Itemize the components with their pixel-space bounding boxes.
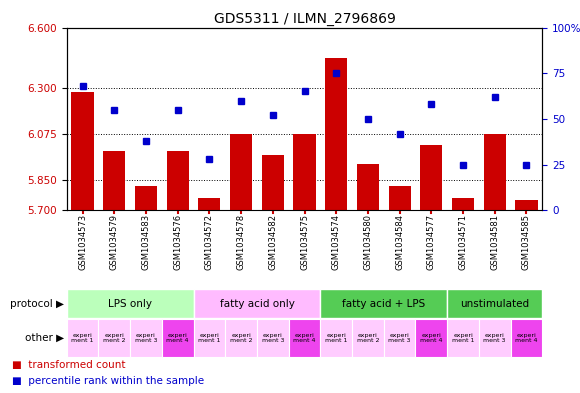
Bar bbox=[293, 134, 316, 210]
Text: GSM1034579: GSM1034579 bbox=[110, 214, 119, 270]
Text: experi
ment 1: experi ment 1 bbox=[325, 332, 347, 343]
Bar bbox=[516, 200, 538, 210]
Bar bbox=[194, 289, 320, 318]
Bar bbox=[452, 198, 474, 210]
Text: GSM1034574: GSM1034574 bbox=[332, 214, 340, 270]
Bar bbox=[325, 58, 347, 210]
Text: GSM1034581: GSM1034581 bbox=[490, 214, 499, 270]
Bar bbox=[510, 319, 542, 357]
Bar bbox=[257, 319, 289, 357]
Bar bbox=[415, 319, 447, 357]
Text: GSM1034571: GSM1034571 bbox=[459, 214, 467, 270]
Text: ■  percentile rank within the sample: ■ percentile rank within the sample bbox=[12, 376, 204, 386]
Bar bbox=[198, 198, 220, 210]
Text: experi
ment 2: experi ment 2 bbox=[103, 332, 125, 343]
Bar bbox=[103, 151, 125, 210]
Text: experi
ment 2: experi ment 2 bbox=[230, 332, 252, 343]
Text: experi
ment 1: experi ment 1 bbox=[198, 332, 220, 343]
Bar bbox=[67, 289, 194, 318]
Bar bbox=[67, 319, 99, 357]
Bar bbox=[384, 319, 415, 357]
Bar bbox=[162, 319, 194, 357]
Text: GSM1034577: GSM1034577 bbox=[427, 214, 436, 270]
Bar bbox=[130, 319, 162, 357]
Text: fatty acid + LPS: fatty acid + LPS bbox=[342, 299, 425, 309]
Text: experi
ment 1: experi ment 1 bbox=[71, 332, 94, 343]
Text: ■  transformed count: ■ transformed count bbox=[12, 360, 125, 371]
Bar bbox=[99, 319, 130, 357]
Text: experi
ment 4: experi ment 4 bbox=[293, 332, 316, 343]
Text: GSM1034583: GSM1034583 bbox=[142, 214, 150, 270]
Text: GSM1034584: GSM1034584 bbox=[395, 214, 404, 270]
Text: experi
ment 4: experi ment 4 bbox=[166, 332, 189, 343]
Bar bbox=[389, 186, 411, 210]
Bar bbox=[479, 319, 510, 357]
Text: GSM1034575: GSM1034575 bbox=[300, 214, 309, 270]
Bar bbox=[289, 319, 320, 357]
Text: experi
ment 3: experi ment 3 bbox=[389, 332, 411, 343]
Bar bbox=[262, 156, 284, 210]
Text: experi
ment 3: experi ment 3 bbox=[135, 332, 157, 343]
Bar bbox=[320, 289, 447, 318]
Bar bbox=[352, 319, 384, 357]
Text: GSM1034578: GSM1034578 bbox=[237, 214, 245, 270]
Bar bbox=[447, 319, 479, 357]
Title: GDS5311 / ILMN_2796869: GDS5311 / ILMN_2796869 bbox=[213, 13, 396, 26]
Text: fatty acid only: fatty acid only bbox=[219, 299, 295, 309]
Text: experi
ment 3: experi ment 3 bbox=[484, 332, 506, 343]
Bar bbox=[225, 319, 257, 357]
Bar bbox=[320, 319, 352, 357]
Bar bbox=[230, 134, 252, 210]
Text: GSM1034580: GSM1034580 bbox=[364, 214, 372, 270]
Bar bbox=[194, 319, 225, 357]
Text: other ▶: other ▶ bbox=[25, 333, 64, 343]
Text: unstimulated: unstimulated bbox=[460, 299, 530, 309]
Text: protocol ▶: protocol ▶ bbox=[10, 299, 64, 309]
Text: experi
ment 3: experi ment 3 bbox=[262, 332, 284, 343]
Bar bbox=[71, 92, 93, 210]
Bar bbox=[484, 134, 506, 210]
Text: experi
ment 4: experi ment 4 bbox=[515, 332, 538, 343]
Text: experi
ment 4: experi ment 4 bbox=[420, 332, 443, 343]
Text: GSM1034585: GSM1034585 bbox=[522, 214, 531, 270]
Bar bbox=[357, 163, 379, 210]
Text: LPS only: LPS only bbox=[108, 299, 152, 309]
Text: GSM1034573: GSM1034573 bbox=[78, 214, 87, 270]
Bar bbox=[166, 151, 188, 210]
Text: GSM1034582: GSM1034582 bbox=[269, 214, 277, 270]
Text: experi
ment 1: experi ment 1 bbox=[452, 332, 474, 343]
Text: experi
ment 2: experi ment 2 bbox=[357, 332, 379, 343]
Bar bbox=[420, 145, 443, 210]
Text: GSM1034572: GSM1034572 bbox=[205, 214, 214, 270]
Bar bbox=[447, 289, 542, 318]
Bar bbox=[135, 186, 157, 210]
Text: GSM1034576: GSM1034576 bbox=[173, 214, 182, 270]
